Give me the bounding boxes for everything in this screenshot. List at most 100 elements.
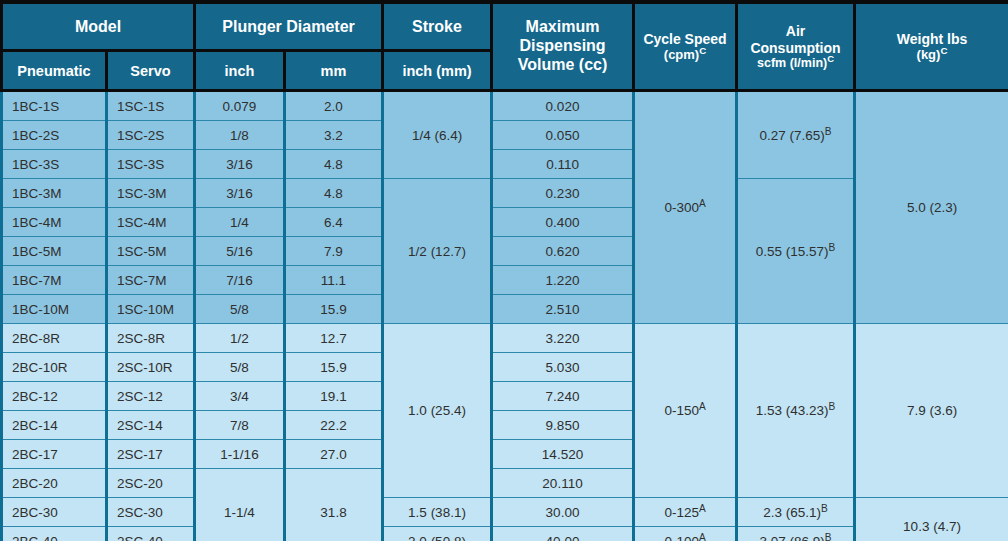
cell-text: 1.0 (25.4)	[408, 403, 466, 418]
cell-text: 14.520	[542, 447, 583, 462]
value-cell: 5/8	[195, 353, 285, 382]
value-cell: 1/2	[195, 324, 285, 353]
cell-text: 5.030	[546, 360, 580, 375]
value-cell: 2.510	[492, 295, 634, 324]
value-cell: 0-300A	[634, 91, 737, 324]
footnote-a: A	[699, 531, 706, 541]
cell-text: 2BC-12	[12, 389, 58, 404]
model-cell: 1BC-4M	[2, 208, 107, 237]
cell-text: 2SC-12	[117, 389, 163, 404]
cell-text: 2BC-14	[12, 418, 58, 433]
header-servo: Servo	[107, 51, 195, 91]
value-cell: 0.400	[492, 208, 634, 237]
cell-text: 7.9 (3.6)	[907, 403, 957, 418]
header-weight: Weight lbs (kg)C	[855, 2, 1008, 91]
cell-text: 3.07 (86.9)	[759, 534, 824, 541]
value-cell: 0.079	[195, 91, 285, 121]
header-mm: mm	[285, 51, 383, 91]
cell-text: 15.9	[320, 360, 346, 375]
cell-text: 0-300	[664, 200, 699, 215]
cell-text: 2BC-8R	[12, 331, 60, 346]
cell-text: 2BC-30	[12, 505, 58, 520]
footnote-a: A	[699, 502, 706, 513]
value-cell: 6.4	[285, 208, 383, 237]
header-stroke-unit: inch (mm)	[383, 51, 492, 91]
value-cell: 0.110	[492, 150, 634, 179]
cell-text: 20.110	[542, 476, 582, 491]
model-cell: 1SC-5M	[107, 237, 195, 266]
value-cell: 7.9	[285, 237, 383, 266]
model-cell: 2SC-20	[107, 469, 195, 498]
value-cell: 3.220	[492, 324, 634, 353]
model-cell: 1BC-5M	[2, 237, 107, 266]
cell-text: 0-125	[664, 505, 699, 520]
cell-text: 7.9	[324, 244, 343, 259]
cell-text: 12.7	[320, 331, 346, 346]
cell-text: 6.4	[324, 215, 343, 230]
model-cell: 2BC-8R	[2, 324, 107, 353]
cell-text: 5/8	[230, 360, 249, 375]
value-cell: 0-100A	[634, 527, 737, 541]
model-cell: 2SC-30	[107, 498, 195, 527]
value-cell: 5.0 (2.3)	[855, 91, 1008, 324]
cell-text: 2.510	[546, 302, 580, 317]
cell-text: 1.220	[546, 273, 580, 288]
cell-text: 1SC-2S	[117, 128, 164, 143]
model-cell: 2BC-30	[2, 498, 107, 527]
model-cell: 2BC-10R	[2, 353, 107, 382]
value-cell: 27.0	[285, 440, 383, 469]
cell-text: 22.2	[320, 418, 346, 433]
header-volume-line1: Maximum	[495, 18, 630, 37]
header-weight-line1: Weight lbs	[858, 31, 1006, 48]
model-cell: 1BC-1S	[2, 91, 107, 121]
cell-text: 4.8	[324, 186, 343, 201]
cell-text: 2BC-20	[12, 476, 58, 491]
cell-text: 1/4	[230, 215, 249, 230]
footnote-b: B	[825, 531, 832, 541]
value-cell: 40.00	[492, 527, 634, 541]
value-cell: 1.5 (38.1)	[383, 498, 492, 527]
value-cell: 12.7	[285, 324, 383, 353]
footnote-c: C	[699, 45, 706, 56]
cell-text: 2.0	[324, 99, 343, 114]
model-cell: 2SC-40	[107, 527, 195, 541]
cell-text: 7/8	[230, 418, 249, 433]
cell-text: 5.0 (2.3)	[907, 200, 957, 215]
cell-text: 0.050	[546, 128, 580, 143]
header-inch: inch	[195, 51, 285, 91]
cell-text: 1/2	[230, 331, 249, 346]
cell-text: 3.2	[324, 128, 343, 143]
value-cell: 0.230	[492, 179, 634, 208]
value-cell: 0-150A	[634, 324, 737, 498]
cell-text: 1BC-1S	[12, 99, 59, 114]
model-cell: 2BC-17	[2, 440, 107, 469]
footnote-b: B	[825, 125, 832, 136]
model-cell: 1BC-3M	[2, 179, 107, 208]
model-cell: 1SC-1S	[107, 91, 195, 121]
cell-text: 40.00	[546, 534, 580, 541]
cell-text: 19.1	[320, 389, 346, 404]
value-cell: 31.8	[285, 469, 383, 541]
spec-sheet: Model Plunger Diameter Stroke Maximum Di…	[0, 0, 1008, 541]
cell-text: 0.230	[546, 186, 580, 201]
header-cycle-line2: (cpm)C	[637, 47, 733, 62]
model-cell: 2SC-8R	[107, 324, 195, 353]
value-cell: 5/16	[195, 237, 285, 266]
cell-text: 1SC-7M	[117, 273, 167, 288]
cell-text: 0.55 (15.57)	[756, 244, 829, 259]
cell-text: 1SC-5M	[117, 244, 167, 259]
cell-text: 1/4 (6.4)	[412, 128, 462, 143]
cell-text: 1BC-7M	[12, 273, 62, 288]
cell-text: 0.110	[546, 157, 579, 172]
cell-text: 15.9	[320, 302, 346, 317]
model-cell: 2SC-12	[107, 382, 195, 411]
cell-text: 2SC-30	[117, 505, 163, 520]
value-cell: 4.8	[285, 179, 383, 208]
cell-text: 7/16	[226, 273, 252, 288]
model-cell: 1SC-10M	[107, 295, 195, 324]
header-max-dispensing-volume: Maximum Dispensing Volume (cc)	[492, 2, 634, 91]
table-row: 1BC-1S1SC-1S0.0792.01/4 (6.4)0.0200-300A…	[2, 91, 1008, 121]
value-cell: 4.8	[285, 150, 383, 179]
cell-text: 1SC-4M	[117, 215, 167, 230]
cell-text: 4.8	[324, 157, 343, 172]
